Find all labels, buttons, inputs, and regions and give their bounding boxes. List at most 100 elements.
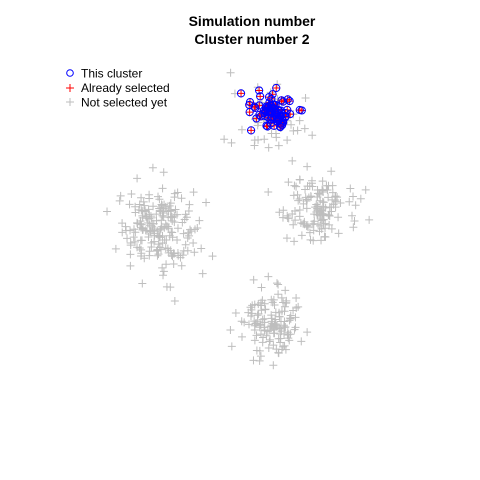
point-not-selected bbox=[272, 133, 281, 142]
point-this-cluster bbox=[250, 102, 259, 111]
point-not-selected bbox=[334, 229, 343, 238]
point-not-selected bbox=[250, 141, 259, 150]
point-not-selected bbox=[126, 250, 135, 259]
point-not-selected bbox=[265, 337, 274, 346]
point-not-selected bbox=[171, 205, 180, 214]
point-not-selected bbox=[345, 197, 354, 206]
point-not-selected bbox=[168, 252, 177, 261]
point-not-selected bbox=[244, 308, 253, 317]
point-not-selected bbox=[297, 337, 306, 346]
point-not-selected bbox=[307, 192, 316, 201]
point-not-selected bbox=[276, 338, 285, 347]
point-not-selected bbox=[164, 224, 173, 233]
point-this-cluster bbox=[245, 98, 255, 107]
point-not-selected bbox=[292, 182, 301, 191]
point-not-selected bbox=[291, 216, 300, 225]
point-not-selected bbox=[348, 211, 357, 220]
point-this-cluster bbox=[236, 89, 246, 98]
point-not-selected bbox=[138, 207, 147, 216]
point-not-selected bbox=[158, 184, 167, 193]
legend-plus-gray-symbol bbox=[66, 98, 74, 106]
point-not-selected bbox=[168, 228, 177, 237]
point-not-selected bbox=[303, 328, 312, 337]
legend: This cluster Already selected Not select… bbox=[66, 67, 170, 110]
point-not-selected bbox=[317, 236, 326, 245]
point-this-cluster bbox=[285, 96, 294, 106]
point-this-cluster bbox=[283, 105, 292, 114]
point-not-selected bbox=[148, 163, 157, 172]
point-not-selected bbox=[156, 233, 165, 242]
point-not-selected bbox=[169, 259, 178, 268]
point-not-selected bbox=[142, 212, 151, 221]
point-not-selected bbox=[246, 303, 255, 312]
point-this-cluster bbox=[269, 115, 278, 124]
point-not-selected bbox=[264, 143, 273, 152]
point-not-selected bbox=[181, 240, 190, 249]
chart-title: Simulation number bbox=[189, 13, 316, 29]
point-not-selected bbox=[356, 194, 365, 203]
point-not-selected bbox=[327, 167, 336, 176]
point-not-selected bbox=[153, 245, 162, 254]
point-this-cluster bbox=[252, 114, 261, 123]
point-not-selected bbox=[291, 313, 300, 322]
point-not-selected bbox=[304, 223, 313, 232]
point-not-selected bbox=[317, 206, 326, 215]
point-not-selected bbox=[281, 345, 290, 354]
point-not-selected bbox=[300, 217, 309, 226]
point-not-selected bbox=[318, 177, 327, 186]
point-not-selected bbox=[126, 241, 135, 250]
point-not-selected bbox=[303, 182, 312, 191]
point-this-cluster bbox=[256, 92, 265, 101]
point-not-selected bbox=[198, 269, 207, 278]
point-not-selected bbox=[131, 228, 140, 237]
point-not-selected bbox=[292, 293, 301, 302]
point-not-selected bbox=[288, 156, 297, 165]
point-not-selected bbox=[149, 219, 158, 228]
point-not-selected bbox=[187, 227, 196, 236]
point-not-selected bbox=[138, 213, 147, 222]
point-not-selected bbox=[294, 302, 303, 311]
point-not-selected bbox=[140, 201, 149, 210]
chart-subtitle: Cluster number 2 bbox=[194, 31, 309, 47]
point-not-selected bbox=[134, 205, 143, 214]
point-not-selected bbox=[276, 324, 285, 333]
point-not-selected bbox=[301, 193, 310, 202]
point-not-selected bbox=[361, 185, 370, 194]
legend-circle-symbol bbox=[66, 69, 74, 77]
legend-label-already-selected: Already selected bbox=[81, 81, 170, 95]
point-not-selected bbox=[264, 343, 273, 352]
point-not-selected bbox=[260, 135, 269, 144]
point-this-cluster bbox=[267, 94, 276, 104]
point-not-selected bbox=[166, 283, 175, 292]
point-not-selected bbox=[256, 301, 265, 310]
point-not-selected bbox=[253, 121, 262, 130]
point-not-selected bbox=[137, 245, 146, 254]
point-not-selected bbox=[186, 225, 195, 234]
point-not-selected bbox=[137, 193, 146, 202]
point-not-selected bbox=[272, 279, 281, 288]
point-not-selected bbox=[168, 213, 177, 222]
point-not-selected bbox=[167, 206, 176, 215]
point-this-cluster bbox=[297, 106, 306, 115]
point-not-selected bbox=[287, 120, 296, 129]
point-not-selected bbox=[290, 237, 299, 246]
point-not-selected bbox=[103, 207, 112, 216]
point-not-selected bbox=[179, 229, 188, 238]
point-this-cluster bbox=[276, 123, 285, 132]
point-not-selected bbox=[315, 189, 324, 198]
point-not-selected bbox=[238, 332, 247, 341]
point-not-selected bbox=[137, 223, 146, 232]
point-not-selected bbox=[149, 202, 158, 211]
point-already-selected bbox=[247, 126, 256, 135]
point-not-selected bbox=[309, 226, 318, 235]
point-not-selected bbox=[150, 231, 159, 240]
point-not-selected bbox=[248, 301, 257, 310]
point-not-selected bbox=[237, 317, 246, 326]
point-not-selected bbox=[251, 319, 260, 328]
point-not-selected bbox=[129, 233, 138, 242]
point-not-selected bbox=[295, 175, 304, 184]
point-not-selected bbox=[173, 188, 182, 197]
point-not-selected bbox=[152, 246, 161, 255]
point-not-selected bbox=[220, 135, 229, 144]
point-not-selected bbox=[316, 221, 325, 230]
